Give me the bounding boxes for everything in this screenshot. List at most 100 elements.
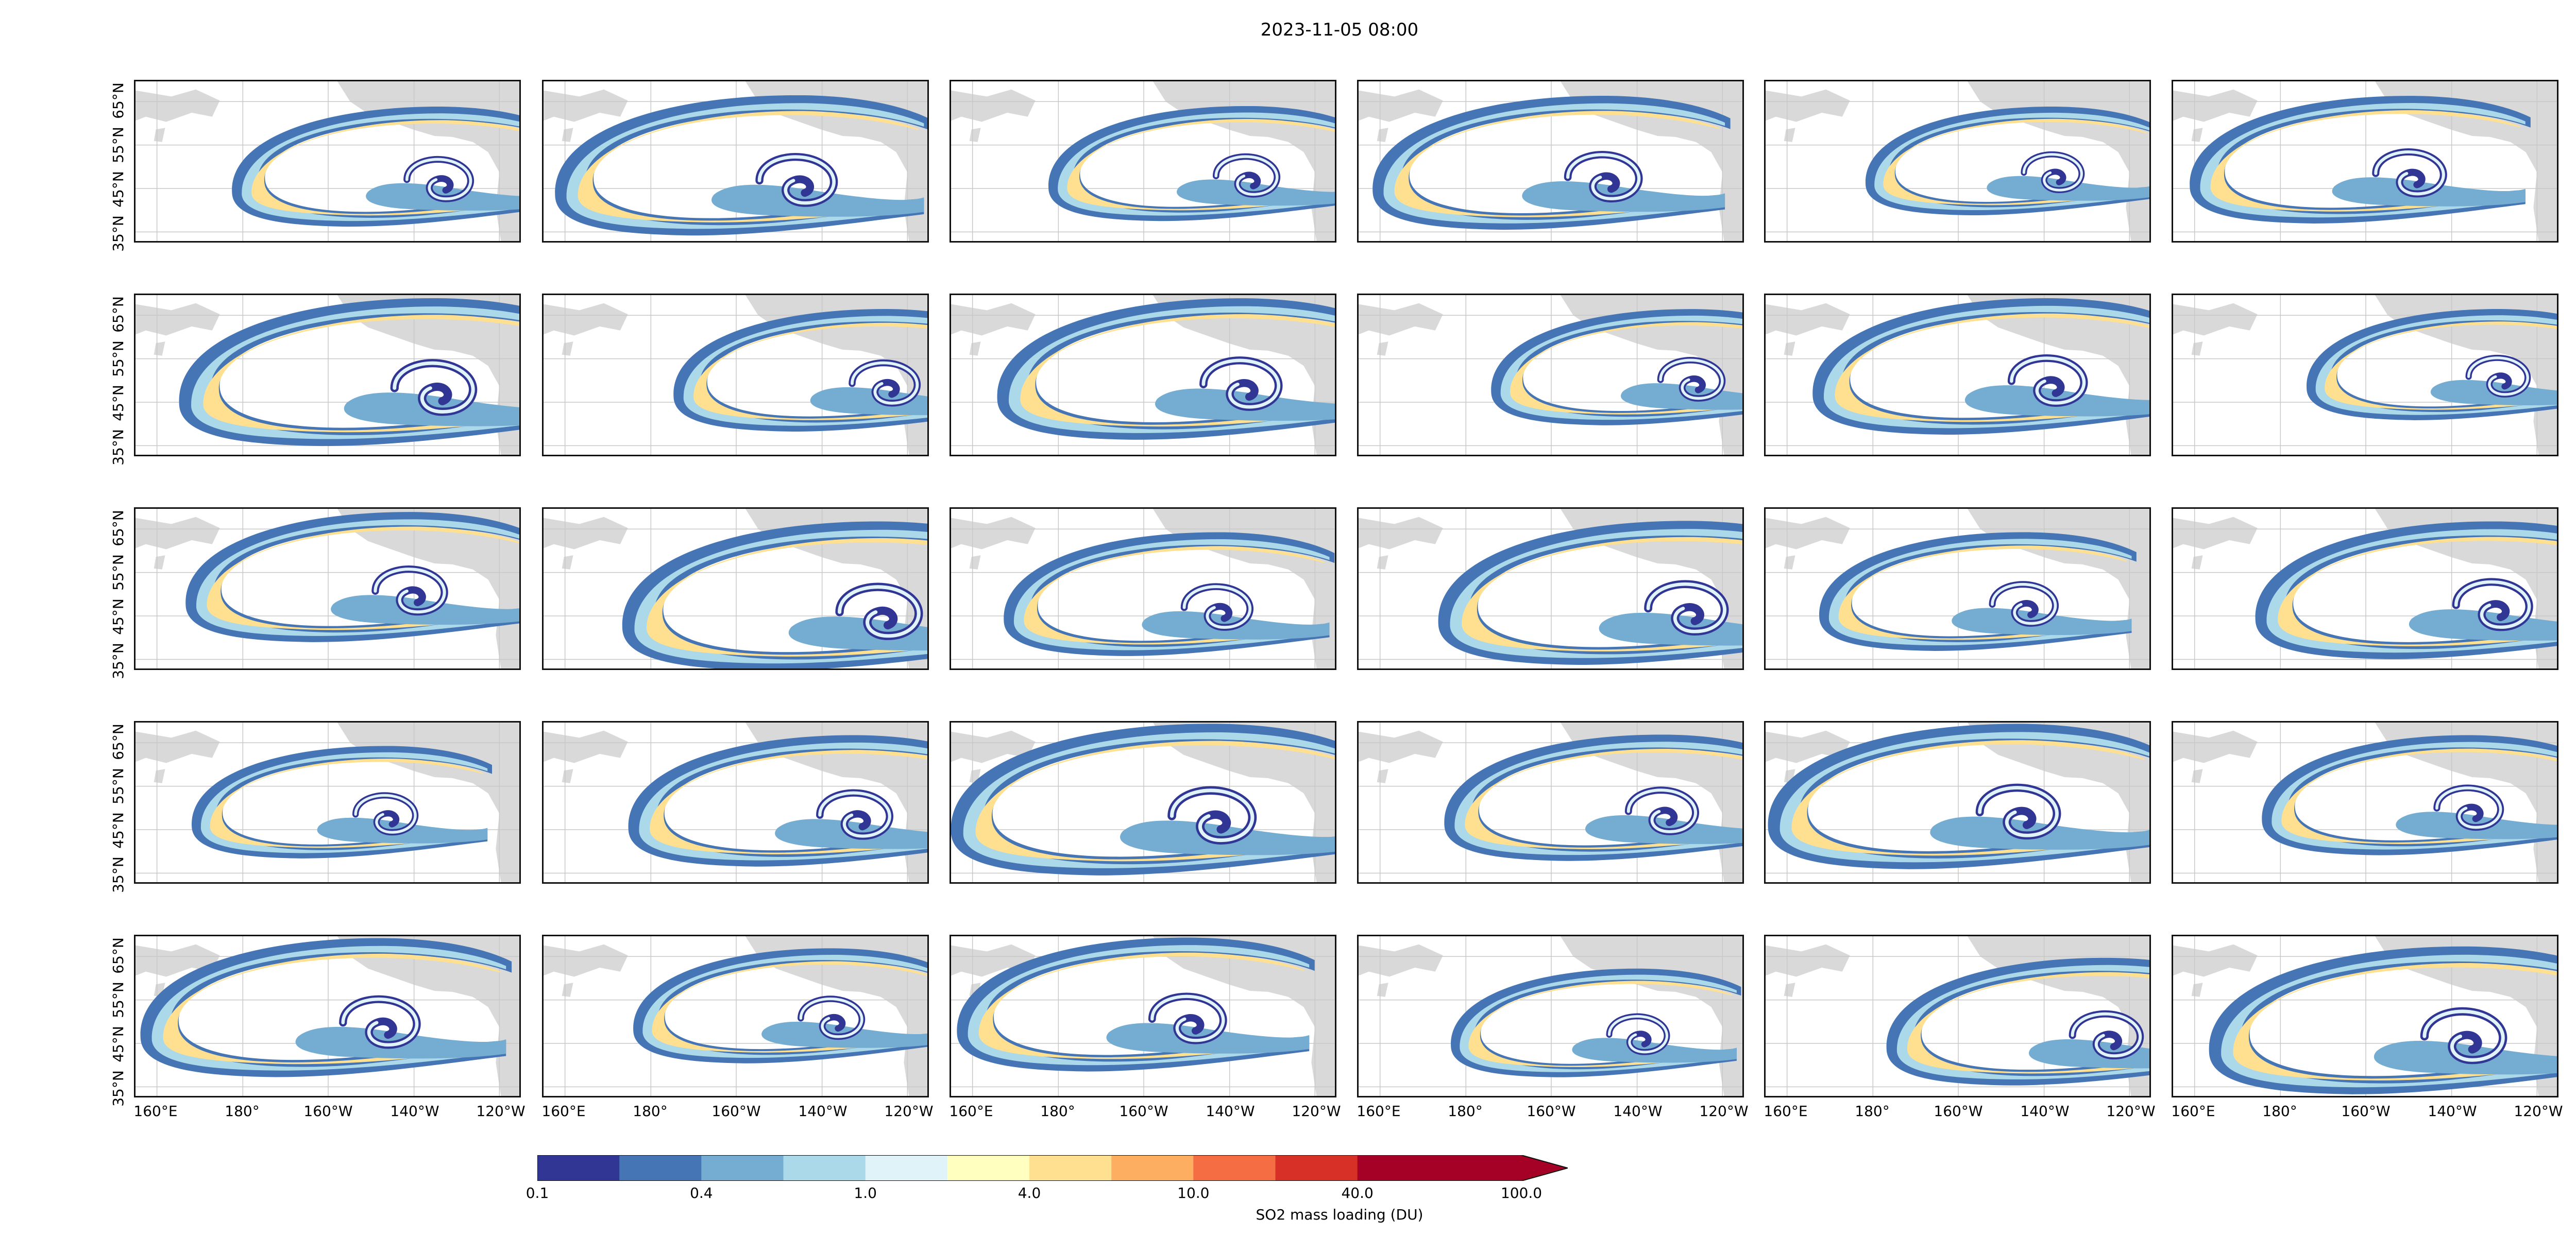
land-mass <box>1967 723 2149 882</box>
plume-mid-band <box>1013 539 1330 650</box>
map-canvas <box>2173 81 2557 241</box>
xtick-label: 160°W <box>303 1103 353 1120</box>
map-panel <box>1357 721 1744 884</box>
colorbar-tick-label: 0.4 <box>690 1184 713 1201</box>
plume-lower-branch <box>1621 383 1742 410</box>
plume-swirl-core <box>1991 582 2057 625</box>
plume-outer-band <box>1048 106 1335 221</box>
xtick-label: 140°W <box>798 1103 848 1120</box>
land-mass <box>544 944 628 977</box>
plume-outer-band <box>140 938 512 1077</box>
plume-mid-band <box>642 955 927 1058</box>
ytick-label: 55°N <box>109 127 127 163</box>
xtick-label: 160°W <box>1527 1103 1576 1120</box>
plume-mid-band <box>1896 965 2149 1079</box>
plume-outer-band <box>1451 968 1741 1077</box>
plume-mid-band <box>2200 103 2526 218</box>
land-mass <box>544 303 628 336</box>
land-mass <box>745 509 927 668</box>
map-canvas <box>2173 723 2557 882</box>
plume-core <box>1791 740 2145 856</box>
ytick-label: 35°N <box>109 1070 127 1107</box>
xtick-label: 160°W <box>1119 1103 1168 1120</box>
plume-outer-band <box>951 724 1335 876</box>
colorbar-segment <box>619 1155 702 1181</box>
plume-outer-band <box>633 948 927 1063</box>
land-mass <box>337 295 519 455</box>
ytick-label: 45°N <box>109 1026 127 1062</box>
plume-mid-band <box>1828 539 2132 646</box>
plume-core <box>978 952 1304 1059</box>
map-panel <box>134 935 521 1097</box>
colorbar-segment <box>701 1155 784 1181</box>
land-mass <box>1967 295 2149 455</box>
colorbar-tick-label: 4.0 <box>1018 1184 1041 1201</box>
plume-swirl-core <box>2022 153 2083 192</box>
map-canvas <box>951 936 1335 1096</box>
ytick-label: 65°N <box>109 937 127 974</box>
map-panel <box>1357 80 1744 243</box>
plume-core <box>210 758 483 848</box>
land-mass <box>2173 89 2258 122</box>
plume-swirl-core <box>354 794 417 834</box>
land-mass <box>1153 936 1335 1096</box>
land-mass <box>2173 944 2258 977</box>
map-panel <box>2172 80 2558 243</box>
ytick-label: 55°N <box>109 340 127 377</box>
plume-mid-band <box>1058 112 1335 216</box>
land-mass <box>1359 517 1443 550</box>
plume-swirl-core <box>838 585 921 638</box>
plume-mid-band <box>196 519 519 636</box>
land-mass <box>951 517 1036 550</box>
plume-swirl-core <box>1659 358 1724 400</box>
plume-core <box>1838 545 2127 640</box>
plume-swirl-core <box>2435 786 2502 829</box>
plume-core <box>2278 537 2557 646</box>
land-mass <box>1560 509 1742 668</box>
plume-core <box>646 538 927 657</box>
ytick-label: 65°N <box>109 510 127 546</box>
plume-core <box>1462 537 1742 651</box>
xtick-label: 180° <box>633 1103 668 1120</box>
land-mass <box>1560 723 1742 882</box>
xtick-label: 180° <box>1448 1103 1483 1120</box>
xtick-label: 160°W <box>711 1103 761 1120</box>
ytick-label: 35°N <box>109 215 127 252</box>
plume-swirl-core <box>1607 1015 1668 1054</box>
map-panel <box>134 80 521 243</box>
plume-core <box>1510 322 1742 415</box>
plume-outer-band <box>957 937 1315 1072</box>
xtick-label: 160°E <box>1764 1103 1808 1120</box>
xtick-label: 140°W <box>1206 1103 1255 1120</box>
map-canvas <box>2173 295 2557 455</box>
plume-core <box>163 953 501 1065</box>
land-mass <box>544 730 628 763</box>
colorbar-segment <box>537 1155 620 1181</box>
xtick-label: 160°W <box>2341 1103 2391 1120</box>
plume-swirl-core <box>2454 580 2531 629</box>
land-mass <box>1359 944 1443 977</box>
plume-swirl-core <box>818 791 891 838</box>
plume-outer-band <box>2262 735 2557 855</box>
map-panel <box>2172 721 2558 884</box>
map-canvas <box>951 509 1335 668</box>
map-panel <box>2172 294 2558 456</box>
colorbar-tick-label: 0.1 <box>526 1184 549 1201</box>
land-mass <box>1766 944 1850 977</box>
plume-swirl-core <box>799 997 863 1038</box>
xtick-label: 180° <box>225 1103 260 1120</box>
plume-outer-band <box>185 512 519 642</box>
map-canvas <box>951 723 1335 882</box>
ytick-label: 45°N <box>109 385 127 421</box>
plume-mid-band <box>968 945 1310 1066</box>
map-panel <box>1357 507 1744 670</box>
map-canvas <box>135 723 519 882</box>
xtick-label: 180° <box>1855 1103 1890 1120</box>
xtick-label: 160°E <box>2171 1103 2215 1120</box>
plume-core <box>1394 111 1720 217</box>
figure-title: 2023-11-05 08:00 <box>1260 20 1419 40</box>
map-panel <box>542 294 929 456</box>
land-mass <box>337 936 519 1096</box>
land-mass <box>745 723 927 882</box>
plume-swirl-core <box>2071 1012 2142 1058</box>
